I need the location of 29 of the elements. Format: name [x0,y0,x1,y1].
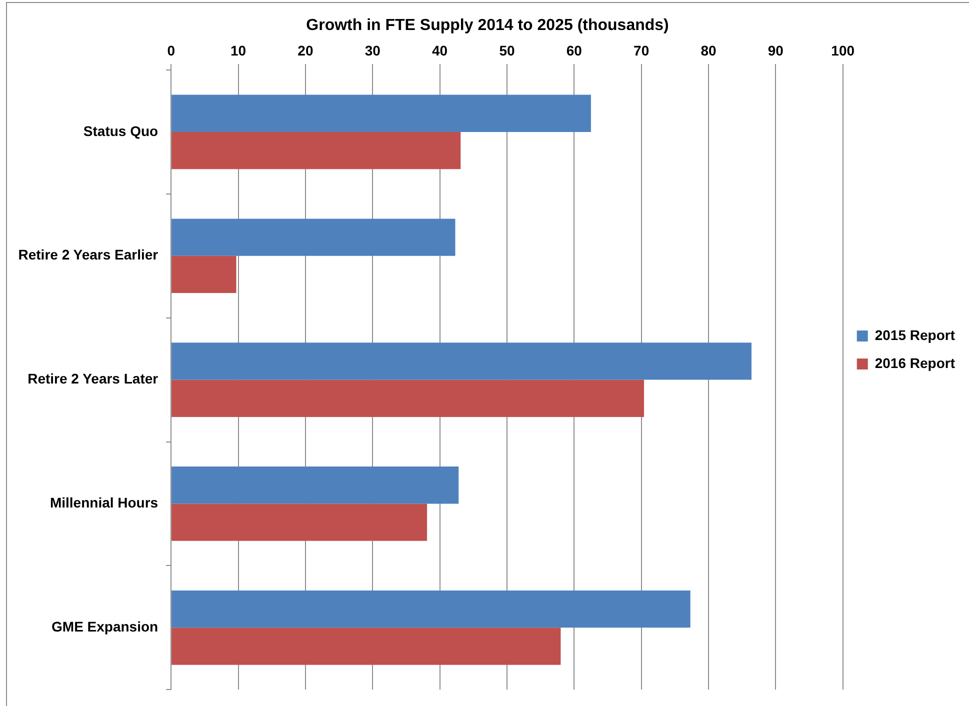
y-tick-label: Millennial Hours [50,494,158,511]
x-tick-label: 90 [768,42,784,58]
bar [172,218,456,256]
bar [172,466,459,504]
x-tick-label: 70 [634,42,650,58]
bar [172,504,428,541]
x-tick-label: 40 [432,42,448,58]
y-tick-label: Status Quo [83,122,158,139]
chart-title: Growth in FTE Supply 2014 to 2025 (thousands) [306,17,669,34]
bar [172,380,644,417]
y-tick-label: GME Expansion [52,618,158,634]
bar [172,94,591,132]
y-tick-label: Retire 2 Years Earlier [18,246,159,263]
bar [172,132,461,170]
legend-label: 2016 Report [874,354,956,371]
x-tick-label: 100 [831,42,855,58]
bar [172,590,690,628]
x-tick-label: 50 [499,42,515,58]
bar [172,342,752,380]
x-tick-label: 30 [364,42,381,58]
x-tick-label: 20 [298,42,314,58]
x-tick-label: 0 [167,42,176,58]
bar [172,256,236,294]
x-tick-label: 10 [230,42,246,58]
bar [172,628,561,665]
x-tick-label: 60 [566,42,582,58]
x-tick-label: 80 [700,42,716,58]
legend-label: 2015 Report [874,326,956,343]
y-tick-label: Retire 2 Years Later [28,370,159,387]
